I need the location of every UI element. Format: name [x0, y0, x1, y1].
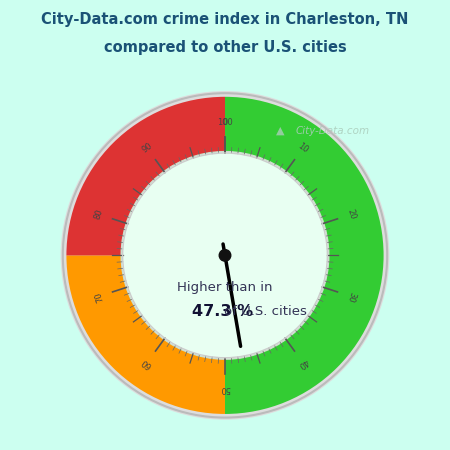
Wedge shape: [225, 97, 383, 414]
Wedge shape: [61, 91, 389, 420]
Text: 20: 20: [345, 208, 357, 221]
Circle shape: [219, 250, 231, 261]
Text: compared to other U.S. cities: compared to other U.S. cities: [104, 40, 346, 55]
Text: 70: 70: [93, 290, 105, 303]
Text: 50: 50: [220, 383, 230, 392]
Text: 30: 30: [345, 290, 357, 303]
Wedge shape: [67, 256, 225, 414]
Text: 60: 60: [140, 356, 154, 369]
Text: City-Data.com crime index in Charleston, TN: City-Data.com crime index in Charleston,…: [41, 12, 409, 27]
Text: 80: 80: [93, 208, 105, 221]
Wedge shape: [67, 97, 225, 256]
Text: Higher than in: Higher than in: [177, 281, 273, 293]
Text: 47.3 %: 47.3 %: [192, 304, 253, 319]
Text: of U.S. cities: of U.S. cities: [224, 305, 307, 318]
Text: 0: 0: [222, 118, 228, 127]
Text: City-Data.com: City-Data.com: [295, 126, 369, 136]
Text: 90: 90: [140, 141, 154, 155]
Text: ▲: ▲: [275, 126, 284, 136]
Text: 40: 40: [296, 356, 310, 369]
Text: 10: 10: [296, 141, 310, 155]
Text: 100: 100: [217, 118, 233, 127]
Circle shape: [121, 152, 329, 359]
